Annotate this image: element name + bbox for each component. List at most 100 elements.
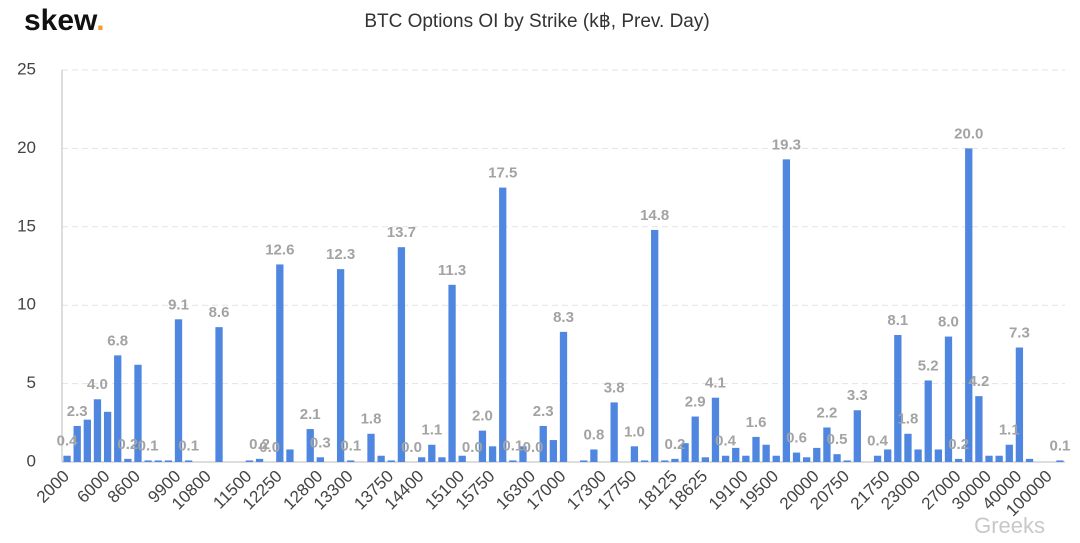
bar [924, 380, 932, 462]
data-label: 0.4 [57, 433, 79, 450]
bar [651, 229, 659, 462]
data-label: 0.2 [117, 436, 138, 453]
data-label: 4.0 [87, 376, 108, 393]
bar [742, 455, 750, 462]
data-label: 4.1 [705, 375, 726, 392]
bar [630, 446, 639, 462]
bar [823, 427, 831, 462]
bar [499, 187, 507, 462]
bar [853, 410, 861, 462]
data-label: 2.1 [300, 406, 321, 423]
bar [63, 455, 71, 462]
bar [904, 433, 912, 462]
bar [803, 457, 811, 462]
data-label: 1.1 [421, 422, 442, 439]
x-tick-label: 2000 [33, 467, 73, 507]
y-tick-label: 15 [17, 216, 36, 235]
bar [580, 460, 588, 462]
bar [681, 443, 689, 462]
data-label: 0.4 [715, 433, 737, 450]
data-label: 0.2 [249, 436, 270, 453]
y-tick-label: 5 [27, 373, 36, 392]
y-tick-label: 20 [17, 138, 36, 157]
data-label: 0.1 [138, 437, 159, 454]
data-label: 8.6 [209, 304, 230, 321]
data-label: 1.1 [999, 422, 1020, 439]
bar [640, 460, 649, 462]
bar [539, 425, 547, 462]
bar [782, 159, 791, 462]
bar [965, 148, 973, 462]
brand-dot: . [96, 4, 104, 37]
data-label: 2.2 [816, 404, 837, 421]
data-label: 12.3 [326, 246, 355, 263]
bar [397, 247, 406, 462]
bar [438, 457, 446, 462]
bar [387, 460, 395, 462]
bar [975, 396, 983, 462]
bar [1015, 347, 1024, 462]
bar [954, 458, 963, 462]
data-label: 13.7 [387, 224, 416, 241]
data-label: 8.3 [553, 309, 574, 326]
data-label: 0.1 [340, 437, 361, 454]
bar [255, 458, 264, 462]
bar [478, 430, 487, 462]
data-label: 0.0 [259, 439, 280, 456]
data-label: 0.1 [1050, 437, 1071, 454]
bar [73, 425, 81, 462]
bar [336, 269, 345, 462]
data-label: 0.2 [948, 436, 969, 453]
bar [732, 447, 740, 462]
bar [873, 455, 882, 462]
bar [772, 455, 780, 462]
data-label: 2.3 [533, 403, 554, 420]
data-label: 0.0 [523, 439, 544, 456]
data-label: 9.1 [168, 296, 189, 313]
bar [377, 455, 385, 462]
bar [316, 457, 324, 462]
bar [752, 436, 760, 462]
data-label: 0.4 [867, 433, 889, 450]
watermark: Greeks [974, 513, 1045, 538]
data-label: 1.8 [361, 411, 382, 428]
data-label: 0.1 [178, 437, 199, 454]
bar [488, 446, 497, 462]
data-label: 5.2 [918, 357, 939, 374]
bar [184, 460, 193, 462]
data-label: 20.0 [954, 125, 983, 142]
bar [559, 331, 568, 462]
bar [93, 399, 102, 462]
bar [509, 460, 517, 462]
bar [215, 327, 223, 462]
bar [1005, 444, 1013, 462]
data-label: 8.0 [938, 314, 959, 331]
bar [894, 334, 902, 462]
data-label: 12.6 [265, 241, 294, 258]
data-label: 0.0 [401, 439, 422, 456]
data-label: 7.3 [1009, 325, 1030, 342]
data-label: 14.8 [640, 207, 669, 224]
bar [448, 284, 456, 462]
data-label: 0.2 [665, 436, 686, 453]
bar [245, 460, 254, 462]
data-label: 4.2 [968, 373, 989, 390]
bar [914, 449, 922, 462]
bar [813, 447, 821, 462]
bar [671, 458, 679, 462]
data-label: 3.3 [847, 387, 868, 404]
bar [174, 319, 183, 462]
y-tick-label: 0 [27, 451, 36, 470]
bar [519, 446, 527, 462]
y-tick-label: 10 [17, 295, 36, 314]
bar [985, 455, 993, 462]
bar [306, 429, 314, 462]
bar [792, 452, 801, 462]
x-tick-label: 6000 [73, 467, 113, 507]
bar [276, 264, 284, 462]
bar [884, 449, 892, 462]
chart-title: BTC Options OI by Strike (k฿, Prev. Day) [364, 11, 709, 32]
data-label: 17.5 [488, 165, 517, 182]
